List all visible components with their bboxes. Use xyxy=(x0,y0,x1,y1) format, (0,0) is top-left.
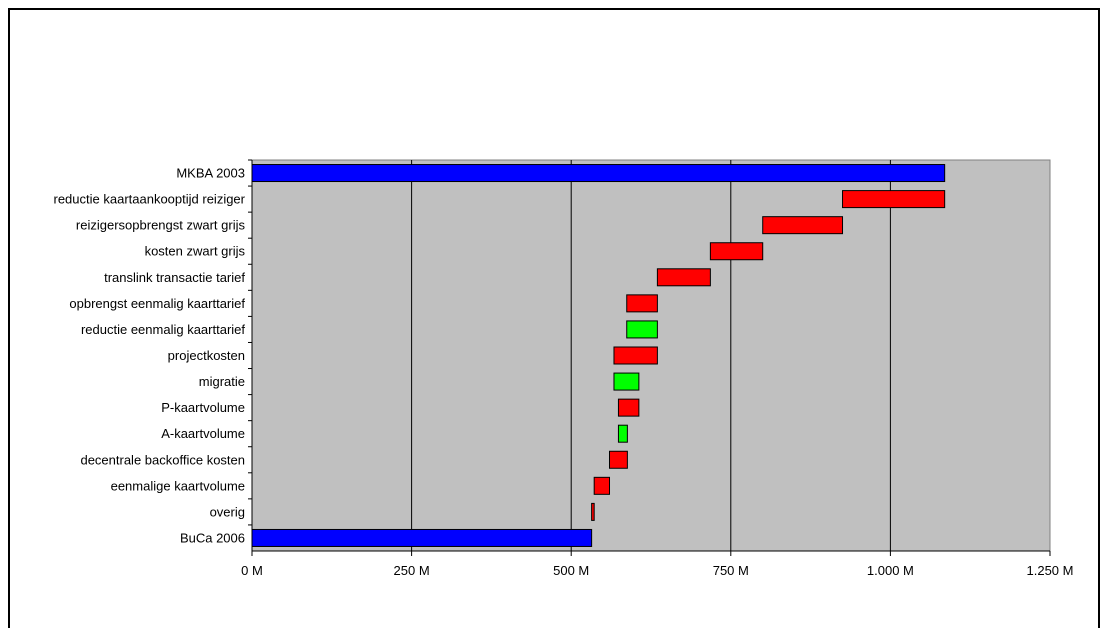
category-label: BuCa 2006 xyxy=(180,530,245,545)
category-label: MKBA 2003 xyxy=(176,166,245,181)
bar-overig xyxy=(591,502,595,521)
bar-reductie-kaartaankooptijd-reiziger xyxy=(842,190,946,209)
chart-frame: MKBA 2003 reductie kaartaankooptijd reizi… xyxy=(8,8,1100,628)
category-label: A-kaartvolume xyxy=(161,426,245,441)
bar-eenmalige-kaartvolume xyxy=(593,476,611,495)
category-label: opbrengst eenmalig kaarttarief xyxy=(69,296,245,311)
bar-migratie xyxy=(613,372,640,391)
bar-p-kaartvolume xyxy=(617,398,640,417)
waterfall-chart: MKBA 2003 reductie kaartaankooptijd reizi… xyxy=(54,159,1074,578)
bar-reizigersopbrengst-zwart-grijs xyxy=(762,216,844,235)
category-label: reizigersopbrengst zwart grijs xyxy=(76,218,246,233)
bar-projectkosten xyxy=(613,346,658,365)
category-label: migratie xyxy=(199,374,245,389)
x-tick-label: 250 M xyxy=(394,563,430,578)
bar-mkba-2003 xyxy=(251,164,946,183)
bar-decentrale-backoffice-kosten xyxy=(609,450,628,469)
bar-buca-2006 xyxy=(251,528,593,547)
x-axis: 0 M 250 M 500 M 750 M 1.000 M 1.250 M xyxy=(241,550,1074,578)
category-label: reductie kaartaankooptijd reiziger xyxy=(54,192,246,207)
category-label: projectkosten xyxy=(168,348,245,363)
x-tick-label: 1.000 M xyxy=(867,563,914,578)
category-label: translink transactie tarief xyxy=(104,270,245,285)
category-label: overig xyxy=(210,504,245,519)
bar-a-kaartvolume xyxy=(617,424,628,443)
x-tick-label: 750 M xyxy=(713,563,749,578)
category-label: kosten zwart grijs xyxy=(145,244,246,259)
category-labels: MKBA 2003 reductie kaartaankooptijd reizi… xyxy=(54,159,252,545)
category-label: decentrale backoffice kosten xyxy=(80,452,245,467)
category-label: reductie eenmalig kaarttarief xyxy=(81,322,245,337)
category-label: P-kaartvolume xyxy=(161,400,245,415)
category-label: eenmalige kaartvolume xyxy=(111,478,245,493)
plot-area xyxy=(251,159,1051,552)
bar-translink-transactie-tarief xyxy=(656,268,711,287)
bar-reductie-eenmalig-kaarttarief xyxy=(626,320,658,339)
x-tick-label: 500 M xyxy=(553,563,589,578)
bar-kosten-zwart-grijs xyxy=(709,242,764,261)
bar-opbrengst-eenmalig-kaarttarief xyxy=(626,294,658,313)
x-tick-label: 1.250 M xyxy=(1027,563,1074,578)
x-tick-label: 0 M xyxy=(241,563,263,578)
